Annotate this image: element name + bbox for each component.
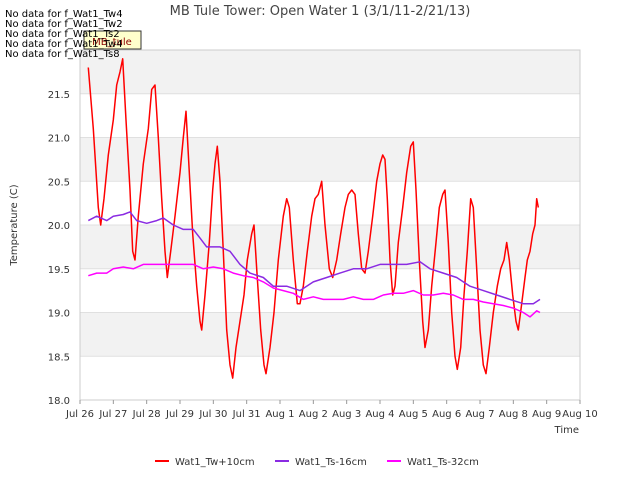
no-data-message: No data for f_Wat1_Tw4 xyxy=(5,39,123,50)
grid-band xyxy=(80,225,580,269)
legend-label: Wat1_Ts-32cm xyxy=(407,457,479,468)
x-tick-label: Aug 4 xyxy=(365,409,394,420)
x-tick-label: Jul 27 xyxy=(98,409,127,420)
y-tick-label: 19.5 xyxy=(48,265,70,276)
legend-label: Wat1_Ts-16cm xyxy=(295,457,367,468)
x-tick-label: Jul 26 xyxy=(65,409,94,420)
plot-frame xyxy=(79,49,581,401)
y-axis-label: Temperature (C) xyxy=(9,184,20,266)
series-line-wat1-ts-32cm xyxy=(88,263,541,318)
y-tick-label: 18.0 xyxy=(48,396,70,407)
legend-label: Wat1_Tw+10cm xyxy=(175,457,255,468)
site-badge: MB_tule xyxy=(92,37,132,48)
x-tick-label: Aug 1 xyxy=(265,409,294,420)
grid-bands xyxy=(80,50,580,357)
x-tick-label: Aug 10 xyxy=(562,409,597,420)
y-tick-label: 20.0 xyxy=(48,221,70,232)
no-data-message: No data for f_Wat1_Tw2 xyxy=(5,19,123,30)
grid-band xyxy=(80,137,580,182)
y-tick-label: 21.5 xyxy=(48,90,70,101)
site-badge-box xyxy=(83,30,142,50)
no-data-message: No data for f_Wat1_Ts8 xyxy=(5,49,120,60)
y-tick-label: 21.0 xyxy=(48,134,70,145)
chart-title: MB Tule Tower: Open Water 1 (3/1/11-2/21… xyxy=(170,4,471,19)
x-tick-label: Aug 7 xyxy=(465,409,494,420)
y-axis-ticks: 18.0 18.5 19.0 19.5 20.0 20.5 21.0 21.5 xyxy=(48,90,70,407)
no-data-message: No data for f_Wat1_Ts2 xyxy=(5,29,120,40)
x-tick-label: Jul 29 xyxy=(165,409,194,420)
x-axis-label: Time xyxy=(554,425,579,436)
series-lines xyxy=(87,58,541,379)
x-tick-label: Aug 2 xyxy=(299,409,328,420)
y-tick-label: 18.5 xyxy=(48,352,70,363)
x-tick-label: Aug 3 xyxy=(332,409,361,420)
x-tick-label: Aug 9 xyxy=(532,409,561,420)
legend: Wat1_Tw+10cm Wat1_Ts-16cm Wat1_Ts-32cm xyxy=(155,457,479,468)
grid-band xyxy=(80,50,580,94)
x-tick-label: Jul 31 xyxy=(232,409,261,420)
x-tick-label: Jul 28 xyxy=(132,409,161,420)
grid-band xyxy=(80,312,580,357)
x-tick-label: Jul 30 xyxy=(198,409,227,420)
x-tick-label: Aug 8 xyxy=(499,409,528,420)
y-tick-label: 19.0 xyxy=(48,309,70,320)
no-data-message: No data for f_Wat1_Tw4 xyxy=(5,9,123,20)
x-tick-label: Aug 6 xyxy=(432,409,461,420)
series-line-wat1-ts-16cm xyxy=(87,211,541,305)
x-tick-label: Aug 5 xyxy=(399,409,428,420)
x-axis-ticks: Jul 26 Jul 27 Jul 28 Jul 29 Jul 30 Jul 31 Aug … xyxy=(65,400,598,420)
y-tick-label: 20.5 xyxy=(48,177,70,188)
